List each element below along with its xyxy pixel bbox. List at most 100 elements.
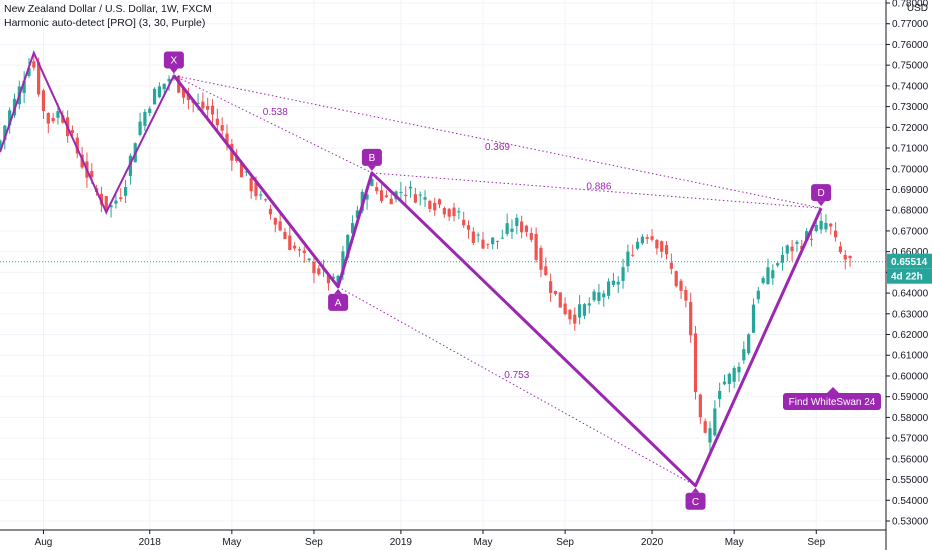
point-marker-label: A	[335, 298, 342, 309]
candle-body	[8, 110, 12, 126]
candle-body	[602, 293, 606, 298]
candle-body	[471, 231, 475, 243]
symbol-legend-title[interactable]: New Zealand Dollar / U.S. Dollar, 1W, FX…	[4, 3, 212, 15]
candle-body	[476, 234, 480, 236]
candle-body	[225, 133, 229, 143]
candle-body	[737, 366, 741, 373]
candle-body	[452, 207, 456, 217]
candle-body	[215, 118, 219, 126]
time-tick-label: 2018	[139, 537, 162, 548]
ratio-label: 0.753	[504, 370, 529, 381]
candle-body	[635, 241, 640, 249]
candle-body	[491, 237, 495, 245]
price-tick-label: 0.59000	[892, 392, 929, 403]
pattern-point-x: X	[163, 51, 184, 74]
candle-body	[70, 130, 75, 133]
banner-pointer	[827, 387, 839, 393]
candle-body	[722, 381, 727, 385]
candle-body	[244, 171, 248, 173]
candle-body	[848, 255, 852, 259]
candle-body	[785, 245, 789, 254]
point-marker-box	[361, 148, 382, 166]
banner-label: Find WhiteSwan 24	[789, 397, 876, 408]
candle-body	[201, 101, 205, 109]
candle-body	[293, 245, 297, 249]
candle-body	[302, 250, 306, 253]
candle-body	[689, 302, 693, 336]
candle-body	[152, 88, 157, 105]
candle-body	[206, 105, 210, 110]
candle-body	[824, 222, 828, 230]
price-tick-label: 0.74000	[892, 81, 929, 92]
price-axis[interactable]: 0.53000 0.54000 0.55000 0.56000 0.57000 0.580…	[885, 0, 929, 550]
candle-body	[597, 292, 601, 301]
candle-body	[645, 237, 649, 239]
time-tick-label: May	[222, 537, 241, 548]
candle-body	[795, 241, 799, 244]
candle-body	[375, 187, 379, 192]
price-tick-label: 0.77000	[892, 19, 929, 30]
candle-body	[346, 234, 350, 258]
candle-body	[312, 261, 316, 274]
candle-body	[297, 249, 302, 251]
candle-body	[90, 170, 94, 178]
candle-body	[549, 281, 553, 293]
price-tick-label: 0.55000	[892, 475, 929, 486]
candle-body	[418, 194, 422, 196]
candle-body	[27, 67, 31, 76]
candle-body	[751, 304, 756, 333]
candle-body	[780, 254, 785, 263]
pattern-point-a: A	[328, 288, 349, 311]
time-tick-label: 2020	[641, 537, 664, 548]
candle-body	[442, 207, 446, 215]
candle-body	[761, 278, 765, 284]
time-tick-label: May	[474, 537, 493, 548]
candle-body	[616, 281, 620, 285]
candle-body	[495, 240, 500, 242]
candle-body	[708, 428, 712, 443]
candle-body	[747, 334, 751, 354]
price-tick-label: 0.70000	[892, 164, 929, 175]
candle-body	[829, 223, 833, 227]
price-tick-label: 0.73000	[892, 102, 929, 113]
candle-body	[587, 303, 591, 306]
candle-body	[181, 87, 186, 98]
indicator-legend[interactable]: Harmonic auto-detect [PRO] (3, 30, Purpl…	[4, 17, 206, 29]
candle-body	[22, 80, 26, 94]
price-tag-value: 0.65514	[891, 257, 928, 268]
time-axis[interactable]: Aug 2018 May Sep 2019 May Sep 2020 May Sep	[0, 529, 886, 548]
candle-body	[99, 193, 104, 205]
price-tick-label: 0.56000	[892, 454, 929, 465]
candle-body	[317, 268, 321, 275]
candle-body	[703, 421, 707, 433]
time-tick-label: May	[725, 537, 744, 548]
candle-body	[331, 276, 335, 279]
candle-body	[384, 195, 388, 198]
candle-body	[573, 314, 577, 324]
price-tick-label: 0.58000	[892, 413, 929, 424]
candle-body	[814, 225, 818, 232]
candle-body	[486, 243, 490, 245]
candle-body	[128, 155, 133, 177]
pattern-banner[interactable]: Find WhiteSwan 24	[783, 387, 881, 410]
candle-body	[568, 309, 572, 320]
zigzag-leadin-line	[0, 50, 175, 215]
candle-body	[37, 62, 41, 95]
price-tick-label: 0.60000	[892, 371, 929, 382]
point-marker-pointer	[367, 165, 376, 171]
candle-body	[520, 221, 524, 233]
candle-body	[640, 236, 644, 244]
pattern-point-d: D	[811, 184, 832, 207]
time-tick-label: Aug	[35, 537, 53, 548]
candle-body	[433, 202, 437, 211]
candle-body	[553, 290, 558, 294]
candle-body	[756, 290, 760, 300]
ratio-label: 0.538	[263, 107, 288, 118]
price-tick-label: 0.66000	[892, 247, 929, 258]
candle-body	[0, 140, 2, 148]
candle-body	[157, 86, 161, 98]
time-tick-label: 2019	[390, 537, 413, 548]
price-tick-label: 0.57000	[892, 434, 929, 445]
candle-body	[210, 105, 215, 115]
